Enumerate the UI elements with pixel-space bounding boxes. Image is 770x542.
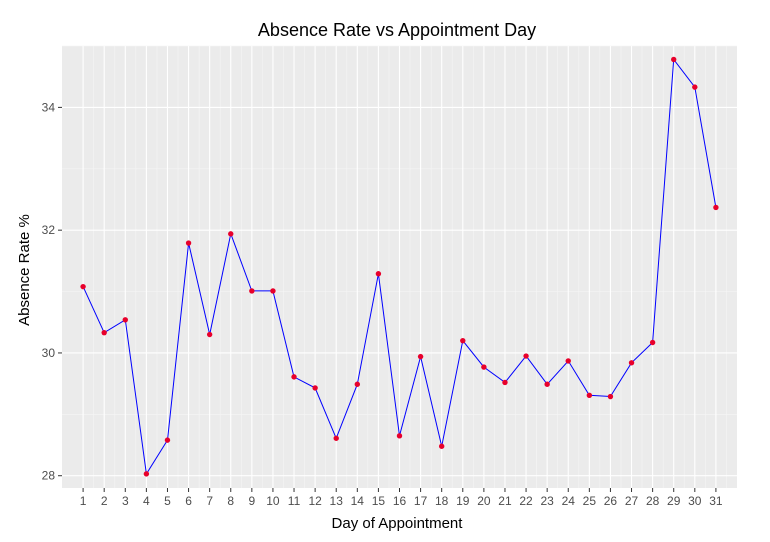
x-tick-label: 13 <box>330 494 344 508</box>
data-point <box>417 353 424 360</box>
data-points <box>80 56 719 477</box>
x-tick-label: 29 <box>667 494 681 508</box>
x-axis-label: Day of Appointment <box>332 515 464 532</box>
data-point <box>565 358 571 364</box>
data-point <box>185 240 192 246</box>
x-tick-label: 17 <box>414 494 428 508</box>
data-point <box>396 433 403 439</box>
x-tick-label: 21 <box>498 494 512 508</box>
x-tick-label: 18 <box>435 494 449 508</box>
x-tick-label: 22 <box>519 494 533 508</box>
x-tick-label: 28 <box>646 494 660 508</box>
data-point <box>80 283 86 290</box>
x-tick-label: 10 <box>266 494 280 508</box>
major-gridlines <box>62 46 737 488</box>
x-tick-label: 15 <box>372 494 386 508</box>
data-point <box>270 288 276 294</box>
data-point <box>713 204 719 211</box>
data-point <box>649 339 656 346</box>
x-tick-label: 14 <box>351 494 365 508</box>
x-tick-label: 1 <box>80 494 87 508</box>
data-point <box>101 329 107 336</box>
y-tick-label: 30 <box>42 346 56 360</box>
x-tick-label: 24 <box>562 494 576 508</box>
chart-title: Absence Rate vs Appointment Day <box>258 20 536 40</box>
x-tick-label: 6 <box>185 494 192 508</box>
x-tick-label: 27 <box>625 494 639 508</box>
data-point <box>249 288 255 294</box>
data-point <box>607 393 614 400</box>
x-tick-label: 26 <box>604 494 618 508</box>
data-point <box>206 331 213 338</box>
data-point <box>164 437 171 443</box>
x-tick-label: 11 <box>288 494 301 508</box>
x-tick-label: 16 <box>393 494 407 508</box>
x-tick-label: 2 <box>101 494 108 508</box>
x-tick-label: 19 <box>456 494 470 508</box>
data-point <box>354 381 361 387</box>
data-point <box>544 381 550 387</box>
data-point <box>481 364 487 370</box>
data-point <box>143 471 150 477</box>
x-tick-label: 25 <box>583 494 597 508</box>
data-point <box>692 84 698 90</box>
x-tick-label: 31 <box>709 494 723 508</box>
y-tick-label: 34 <box>42 100 56 114</box>
y-tick-label: 32 <box>42 223 56 237</box>
data-point <box>228 231 234 237</box>
data-point <box>312 385 318 391</box>
x-tick-label: 3 <box>122 494 129 508</box>
x-tick-label: 20 <box>477 494 491 508</box>
x-tick-label: 4 <box>143 494 150 508</box>
data-point <box>460 337 466 344</box>
x-tick-label: 12 <box>308 494 322 508</box>
data-point <box>671 56 677 63</box>
x-tick-label: 7 <box>206 494 213 508</box>
data-point <box>375 271 382 277</box>
data-point <box>523 353 529 359</box>
x-tick-label: 30 <box>688 494 702 508</box>
data-point <box>291 374 297 380</box>
x-tick-label: 23 <box>540 494 554 508</box>
x-tick-label: 5 <box>164 494 171 508</box>
x-tick-label: 9 <box>249 494 256 508</box>
data-point <box>586 392 593 399</box>
data-point <box>122 317 128 323</box>
x-axis: 1 2 3 4 5 6 7 8 9 10 11 12 13 14 15 16 17 18 19 20 21 22 23 24 2… <box>80 488 723 508</box>
y-axis-label: Absence Rate % <box>16 214 33 326</box>
y-tick-label: 28 <box>42 469 56 483</box>
data-point <box>438 443 445 449</box>
y-axis: 28 30 32 34 <box>42 100 62 483</box>
data-point <box>502 379 508 386</box>
data-point <box>628 360 635 366</box>
data-point <box>333 435 339 441</box>
x-tick-label: 8 <box>227 494 234 508</box>
minor-gridlines <box>62 45 737 488</box>
